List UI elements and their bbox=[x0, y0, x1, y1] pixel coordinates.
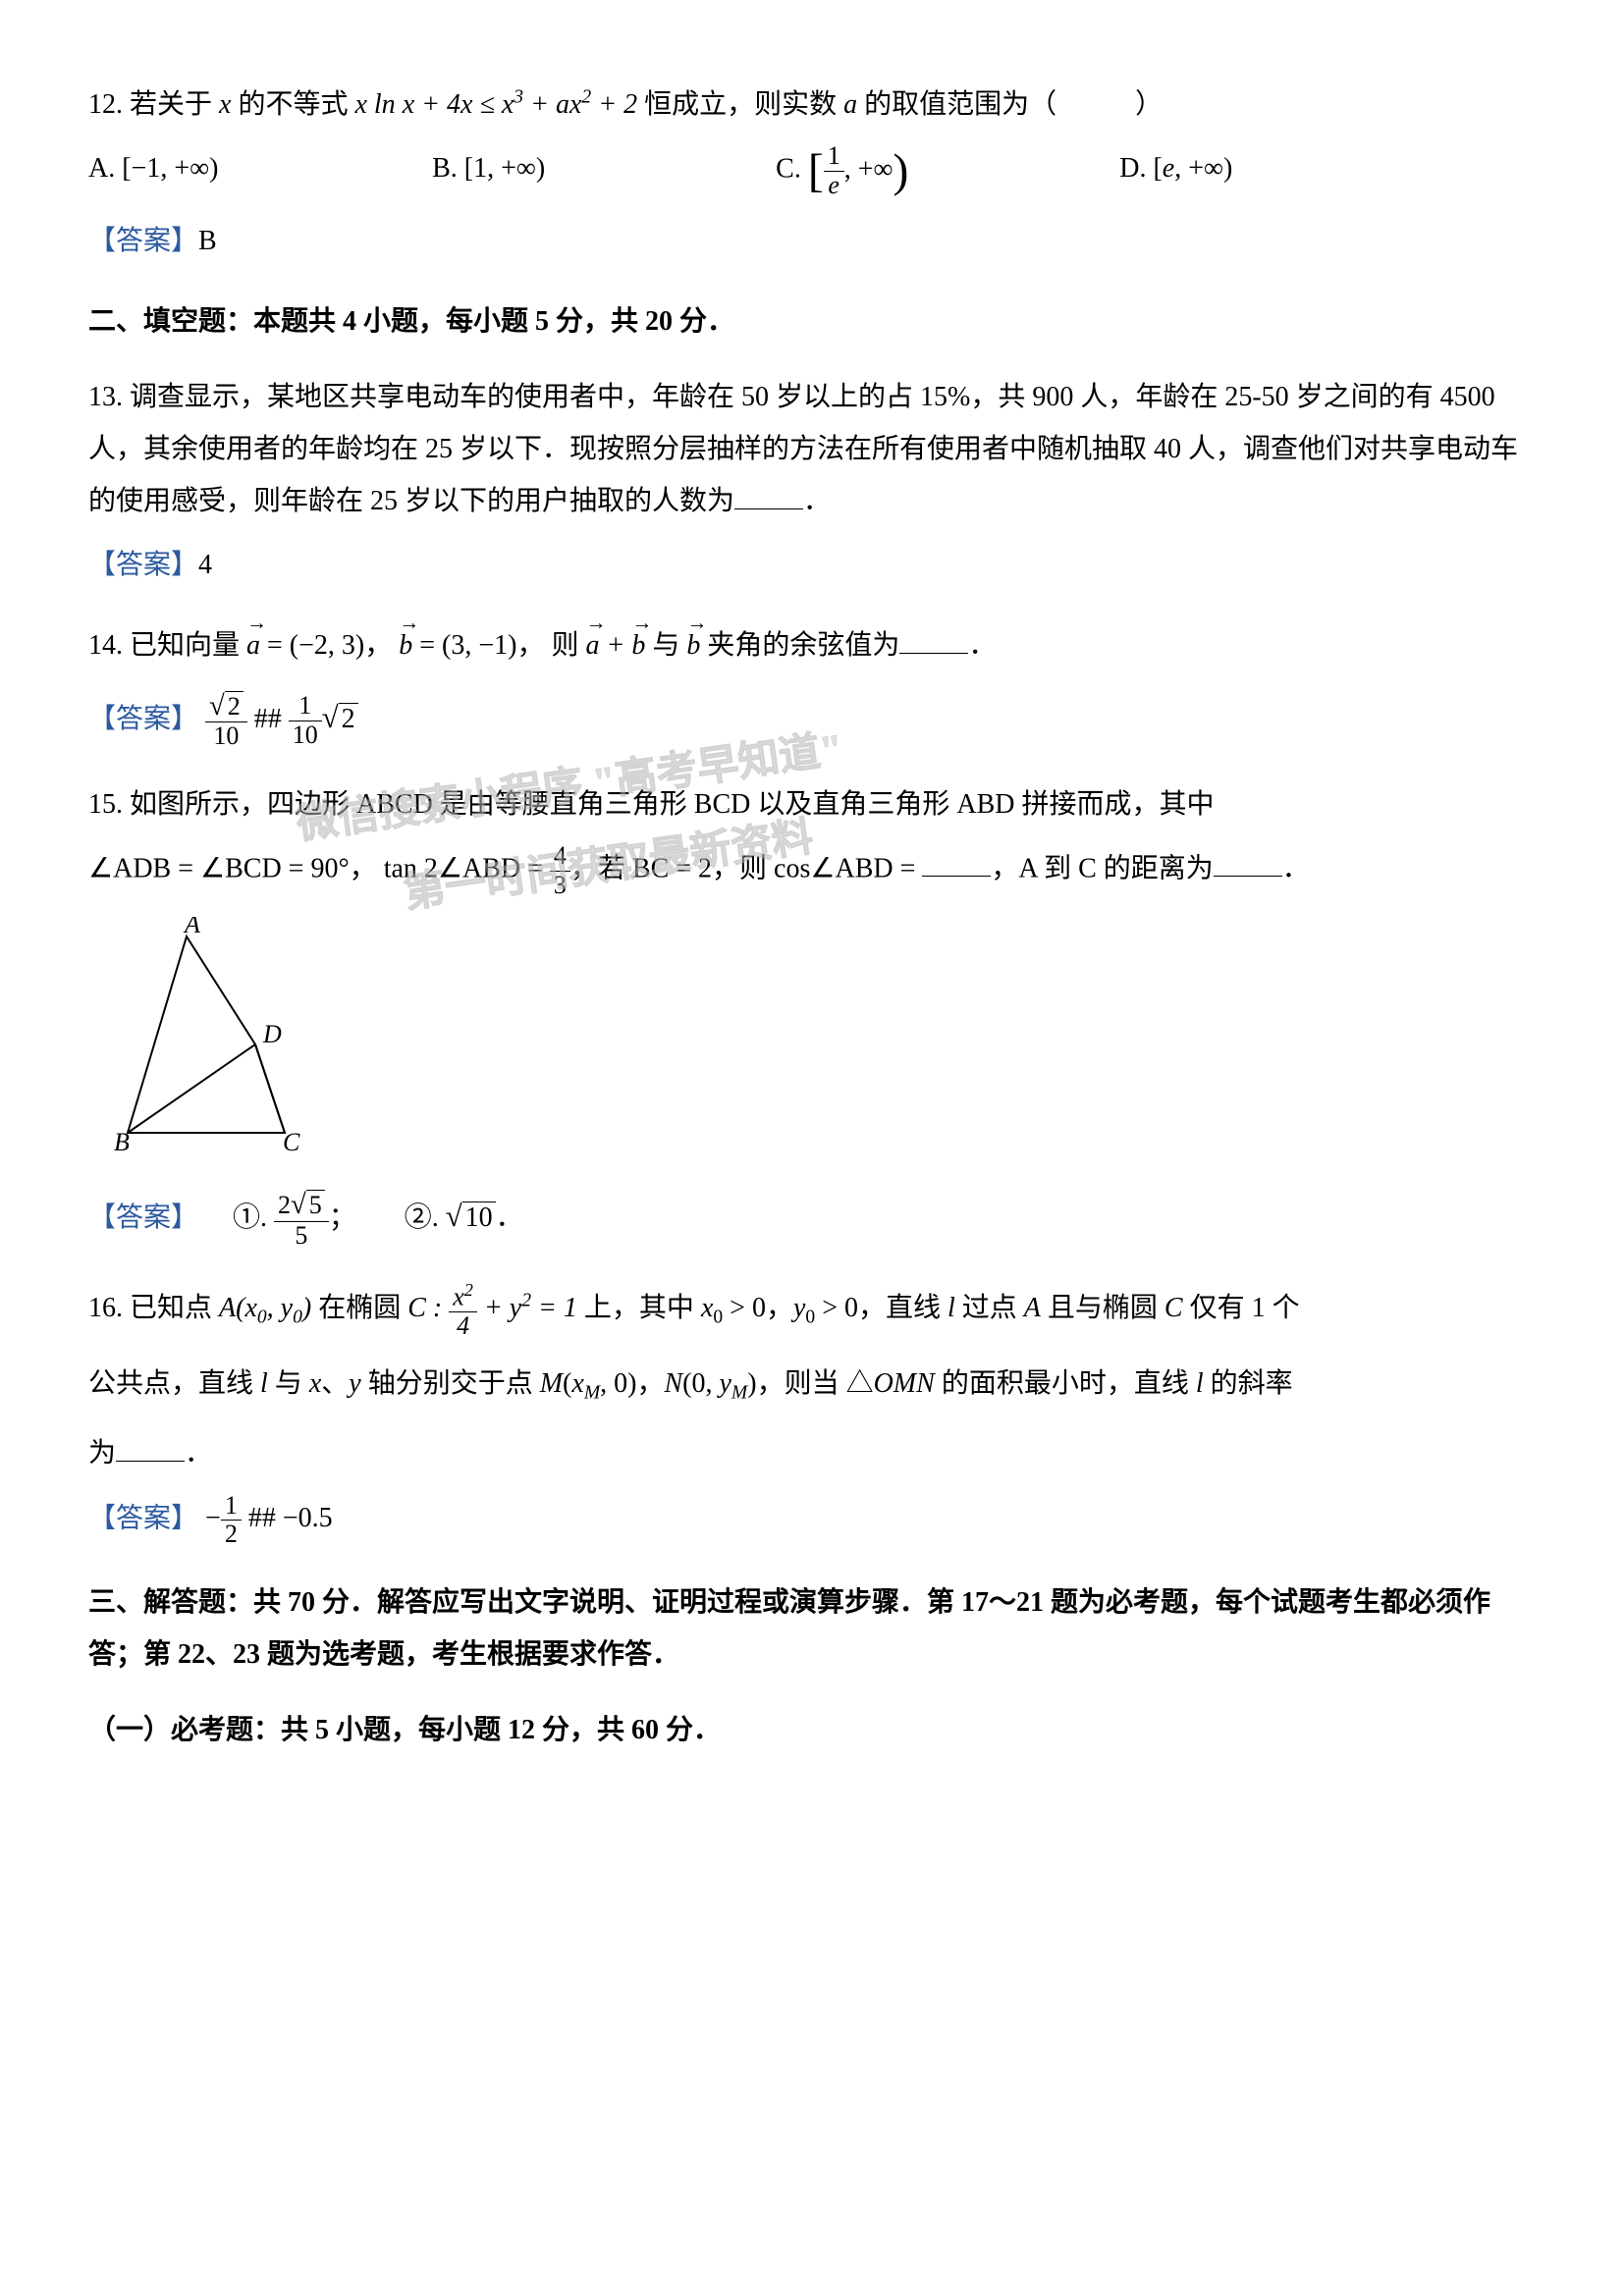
q16-text-line2: 公共点，直线 l 与 x、y 轴分别交于点 M(xM, 0)，N(0, yM)，… bbox=[88, 1368, 1293, 1399]
q13-number: 13. bbox=[88, 382, 123, 412]
q13-blank bbox=[734, 477, 803, 510]
q12-answer: 【答案】B bbox=[88, 215, 1536, 267]
question-14: 14. 已知向量 a = (−2, 3)， b = (3, −1)， 则 a +… bbox=[88, 619, 1536, 751]
q12-answer-val: B bbox=[198, 226, 217, 256]
q12-optionC-label: C. bbox=[776, 154, 801, 185]
q12-text-end: ） bbox=[1135, 89, 1163, 120]
q14-vec-a: a bbox=[246, 619, 260, 671]
q16-text-mid2: 上，其中 x0 > 0，y0 > 0，直线 l 过点 A 且与椭圆 C 仅有 1… bbox=[577, 1293, 1300, 1323]
q15-stem: 15. 如图所示，四边形 ABCD 是由等腰直角三角形 BCD 以及直角三角形 … bbox=[88, 778, 1536, 830]
fig-label-c: C bbox=[283, 1128, 300, 1152]
question-12: 12. 若关于 x 的不等式 x ln x + 4x ≤ x3 + ax2 + … bbox=[88, 79, 1536, 268]
q14-answer: 【答案】 √210 ## 110√2 bbox=[88, 689, 1536, 751]
q12-option-b: B. [1, +∞) bbox=[432, 142, 776, 199]
q15-number: 15. bbox=[88, 789, 123, 820]
q14-vec-b: b bbox=[399, 619, 412, 671]
q14-vec-b2: b bbox=[686, 619, 700, 671]
q16-text-line3: 为 bbox=[88, 1438, 116, 1468]
q16-text-mid1: 在椭圆 bbox=[311, 1293, 407, 1323]
question-15: 15. 如图所示，四边形 ABCD 是由等腰直角三角形 BCD 以及直角三角形 … bbox=[88, 778, 1536, 1251]
question-13: 13. 调查显示，某地区共享电动车的使用者中，年龄在 50 岁以上的占 15%，… bbox=[88, 371, 1536, 592]
q14-eq-b: = (3, −1)， bbox=[412, 630, 544, 661]
q15-figure: A B C D bbox=[108, 917, 1536, 1170]
q12-text-prefix: 若关于 bbox=[130, 89, 219, 120]
q14-text-end: 夹角的余弦值为 bbox=[700, 630, 899, 661]
q16-stem-line2: 公共点，直线 l 与 x、y 轴分别交于点 M(xM, 0)，N(0, yM)，… bbox=[88, 1353, 1536, 1415]
q15-answer: 【答案】 ①. 2√55； ②. √10． bbox=[88, 1188, 1536, 1250]
question-12-stem: 12. 若关于 x 的不等式 x ln x + 4x ≤ x3 + ax2 + … bbox=[88, 79, 1536, 131]
q15-svg: A B C D bbox=[108, 917, 334, 1152]
q12-var-a: a bbox=[843, 89, 857, 120]
q16-blank bbox=[116, 1429, 185, 1463]
q15-period: ． bbox=[1282, 853, 1310, 883]
q16-answer: 【答案】 −12 ## −0.5 bbox=[88, 1492, 1536, 1549]
q13-answer-val: 4 bbox=[198, 550, 212, 580]
section-2-title: 二、填空题：本题共 4 小题，每小题 5 分，共 20 分． bbox=[88, 295, 1536, 347]
q12-inequality: x ln x + 4x ≤ x3 + ax2 + 2 bbox=[354, 89, 637, 120]
q14-text-mid2: 与 bbox=[645, 630, 686, 661]
q12-text-mid1: 的不等式 bbox=[231, 89, 354, 120]
q15-text-line2c: ，A 到 C 的距离为 bbox=[991, 853, 1213, 883]
q12-number: 12. bbox=[88, 89, 123, 120]
q15-answer-val: ①. 2√55； ②. √10． bbox=[205, 1202, 523, 1233]
q12-optionD-val: [e, +∞) bbox=[1153, 153, 1232, 184]
q16-stem-line3: 为． bbox=[88, 1427, 1536, 1479]
fig-label-a: A bbox=[183, 917, 200, 938]
q12-text-mid2: 恒成立，则实数 bbox=[637, 89, 843, 120]
q16-period: ． bbox=[185, 1438, 212, 1468]
q14-stem: 14. 已知向量 a = (−2, 3)， b = (3, −1)， 则 a +… bbox=[88, 619, 1536, 671]
q12-option-a: A. [−1, +∞) bbox=[88, 142, 432, 199]
q12-optionC-val: [1e, +∞) bbox=[808, 154, 908, 185]
q16-answer-val: −12 ## −0.5 bbox=[205, 1503, 333, 1533]
q16-point-A: A(x0, y0) bbox=[219, 1293, 311, 1323]
q14-vec-sum: a + b bbox=[586, 630, 646, 661]
q15-blank-1 bbox=[922, 844, 991, 878]
q16-number: 16. bbox=[88, 1293, 123, 1323]
q13-answer: 【答案】4 bbox=[88, 539, 1536, 591]
q13-stem: 13. 调查显示，某地区共享电动车的使用者中，年龄在 50 岁以上的占 15%，… bbox=[88, 371, 1536, 528]
q12-answer-label: 【答案】 bbox=[88, 226, 198, 256]
fig-label-b: B bbox=[114, 1128, 130, 1152]
q13-period: ． bbox=[803, 486, 831, 516]
fig-label-d: D bbox=[262, 1020, 282, 1048]
q16-ellipse: C : x24 + y2 = 1 bbox=[407, 1293, 577, 1323]
q14-number: 14. bbox=[88, 630, 123, 661]
q12-text-mid3: 的取值范围为（ bbox=[857, 89, 1056, 120]
subsection-title: （一）必考题：共 5 小题，每小题 12 分，共 60 分． bbox=[88, 1704, 1536, 1756]
q12-option-c: C. [1e, +∞) bbox=[776, 142, 1119, 199]
question-16: 16. 已知点 A(x0, y0) 在椭圆 C : x24 + y2 = 1 上… bbox=[88, 1277, 1536, 1548]
q14-answer-label: 【答案】 bbox=[88, 704, 198, 734]
q12-optionA-val: [−1, +∞) bbox=[122, 153, 218, 184]
q16-stem: 16. 已知点 A(x0, y0) 在椭圆 C : x24 + y2 = 1 上… bbox=[88, 1277, 1536, 1341]
q13-answer-label: 【答案】 bbox=[88, 550, 198, 580]
section-3-title: 三、解答题：共 70 分．解答应写出文字说明、证明过程或演算步骤．第 17～21… bbox=[88, 1576, 1536, 1681]
q14-text-mid: 则 bbox=[551, 630, 585, 661]
q16-answer-label: 【答案】 bbox=[88, 1503, 198, 1533]
q14-answer-val: √210 ## 110√2 bbox=[205, 704, 358, 734]
q15-text-line1: 如图所示，四边形 ABCD 是由等腰直角三角形 BCD 以及直角三角形 ABD … bbox=[130, 789, 1215, 820]
q14-text-prefix: 已知向量 bbox=[130, 630, 240, 661]
q12-option-d: D. [e, +∞) bbox=[1119, 142, 1463, 199]
q16-text-prefix: 已知点 bbox=[130, 1293, 219, 1323]
q12-optionB-label: B. bbox=[432, 153, 458, 184]
q12-optionB-val: [1, +∞) bbox=[464, 153, 545, 184]
q15-blank-2 bbox=[1214, 844, 1282, 878]
q14-eq-a: = (−2, 3)， bbox=[260, 630, 392, 661]
q15-answer-label: 【答案】 bbox=[88, 1202, 198, 1233]
q12-var-x: x bbox=[219, 89, 231, 120]
q12-optionD-label: D. bbox=[1119, 153, 1146, 184]
q15-text-line2a: ∠ADB = ∠BCD = 90°， bbox=[88, 853, 377, 883]
q15-text-line2b: ，若 BC = 2，则 cos∠ABD = bbox=[570, 853, 922, 883]
q14-blank bbox=[899, 620, 968, 654]
q15-tan-label: tan 2∠ABD = bbox=[384, 853, 550, 883]
q12-optionA-label: A. bbox=[88, 153, 115, 184]
q14-period: ． bbox=[968, 630, 996, 661]
q15-stem-line2: ∠ADB = ∠BCD = 90°， tan 2∠ABD = 43，若 BC =… bbox=[88, 842, 1536, 899]
q12-options: A. [−1, +∞) B. [1, +∞) C. [1e, +∞) D. [e… bbox=[88, 142, 1463, 199]
